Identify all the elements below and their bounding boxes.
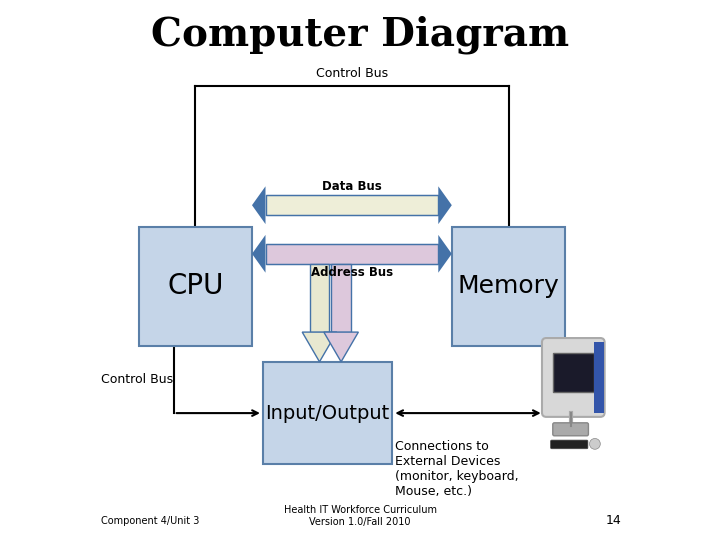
FancyBboxPatch shape <box>542 338 605 417</box>
Polygon shape <box>302 332 337 362</box>
Text: Control Bus: Control Bus <box>316 67 388 80</box>
FancyBboxPatch shape <box>310 264 329 332</box>
FancyBboxPatch shape <box>594 342 603 413</box>
Text: Data Bus: Data Bus <box>322 180 382 193</box>
Text: Connections to
External Devices
(monitor, keyboard,
Mouse, etc.): Connections to External Devices (monitor… <box>395 440 518 498</box>
Polygon shape <box>438 235 452 273</box>
Text: Address Bus: Address Bus <box>311 266 393 279</box>
FancyBboxPatch shape <box>263 362 392 464</box>
FancyBboxPatch shape <box>452 227 565 346</box>
FancyBboxPatch shape <box>266 195 438 215</box>
FancyBboxPatch shape <box>138 227 252 346</box>
FancyBboxPatch shape <box>553 423 588 436</box>
FancyBboxPatch shape <box>331 264 351 332</box>
Text: Component 4/Unit 3: Component 4/Unit 3 <box>101 516 199 526</box>
Polygon shape <box>252 235 266 273</box>
Polygon shape <box>438 186 452 224</box>
Text: CPU: CPU <box>167 272 223 300</box>
Circle shape <box>590 438 600 449</box>
FancyBboxPatch shape <box>553 353 593 392</box>
FancyBboxPatch shape <box>266 244 438 264</box>
Text: Computer Diagram: Computer Diagram <box>151 16 569 55</box>
Polygon shape <box>324 332 359 362</box>
Text: Control Bus: Control Bus <box>101 373 173 386</box>
FancyBboxPatch shape <box>551 440 588 449</box>
Text: Input/Output: Input/Output <box>266 403 390 423</box>
Polygon shape <box>252 186 266 224</box>
Text: Memory: Memory <box>458 274 559 298</box>
Text: 14: 14 <box>606 514 622 526</box>
Text: Health IT Workforce Curriculum
Version 1.0/Fall 2010: Health IT Workforce Curriculum Version 1… <box>284 505 436 526</box>
